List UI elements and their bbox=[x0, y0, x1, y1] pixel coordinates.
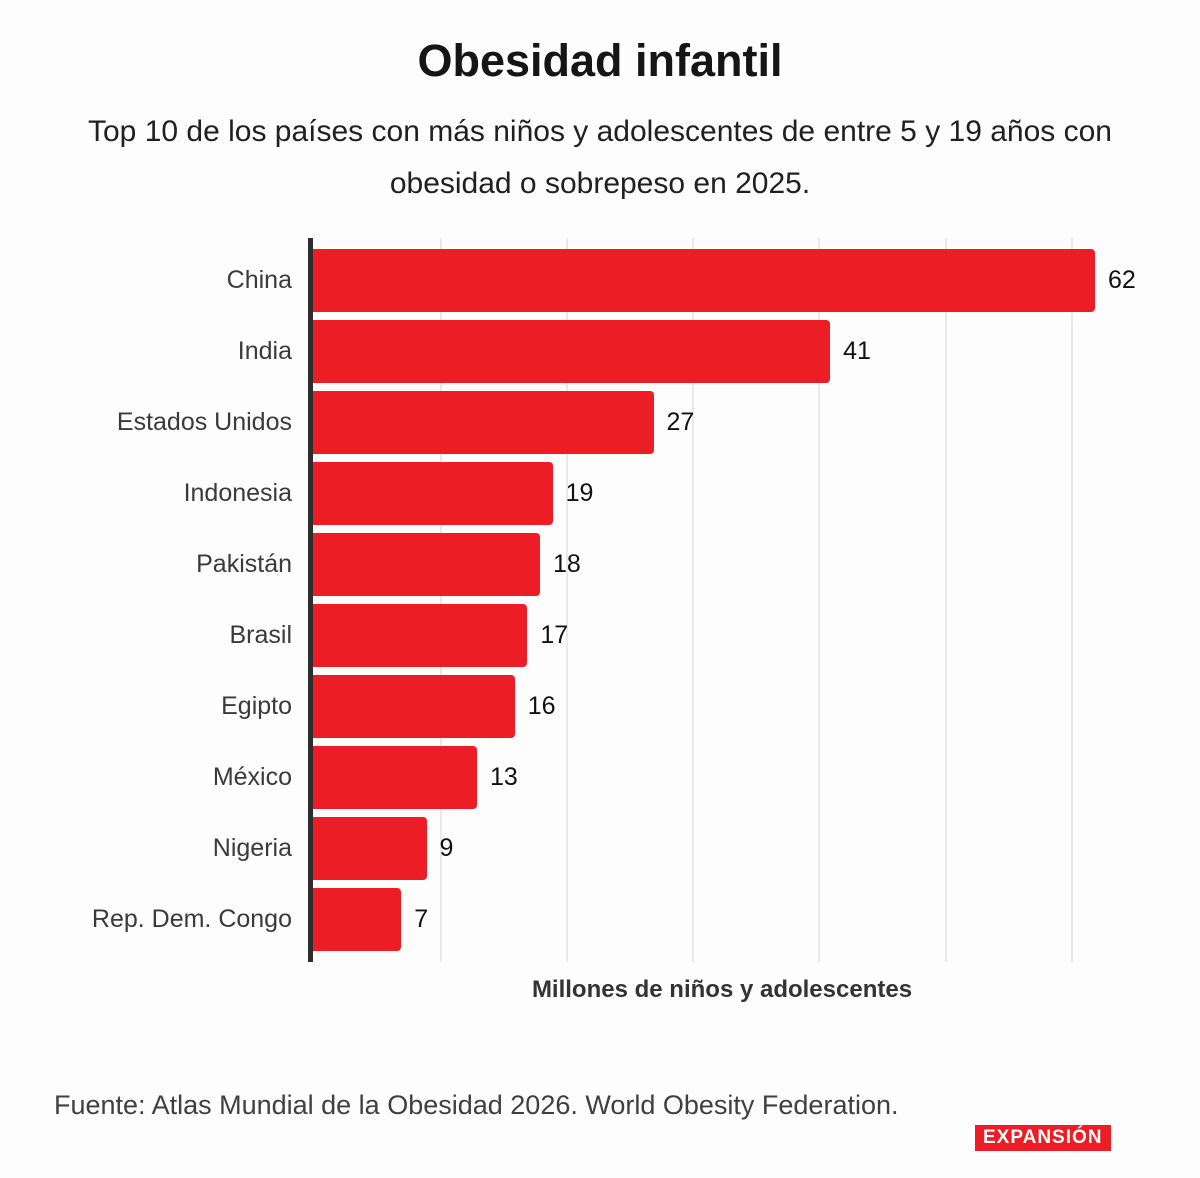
gridline bbox=[692, 238, 695, 962]
bar-row: Pakistán 18 bbox=[0, 529, 1200, 600]
bar bbox=[313, 249, 1095, 312]
gridline bbox=[566, 238, 569, 962]
chart-subtitle: Top 10 de los países con más niños y ado… bbox=[88, 115, 1112, 200]
bar bbox=[313, 817, 427, 880]
bar bbox=[313, 391, 654, 454]
category-label: Brasil bbox=[229, 621, 292, 649]
bar bbox=[313, 888, 402, 951]
bar-row: México 13 bbox=[0, 742, 1200, 813]
bar-row: Nigeria 9 bbox=[0, 813, 1200, 884]
category-label: México bbox=[212, 763, 292, 791]
y-axis-line bbox=[308, 238, 313, 962]
page-title: Obesidad infantil bbox=[417, 35, 783, 86]
value-label: 19 bbox=[565, 479, 594, 507]
value-label: 13 bbox=[489, 763, 518, 791]
value-label: 17 bbox=[540, 621, 569, 649]
category-label: China bbox=[226, 266, 292, 294]
gridline bbox=[944, 238, 947, 962]
bar-row: Egipto 16 bbox=[0, 671, 1200, 742]
bar-row: China 62 bbox=[0, 245, 1200, 316]
value-label: 41 bbox=[843, 337, 871, 365]
bar-chart: China 62 India 41 Estados Unidos 27 Indonesia 1… bbox=[0, 238, 1200, 962]
bar-row: Estados Unidos 27 bbox=[0, 387, 1200, 458]
category-label: Nigeria bbox=[212, 834, 292, 862]
gridline bbox=[1070, 238, 1073, 962]
bar bbox=[313, 533, 541, 596]
bar-row: Brasil 17 bbox=[0, 600, 1200, 671]
bar bbox=[313, 320, 831, 383]
gridline bbox=[440, 238, 443, 962]
category-label: India bbox=[237, 337, 292, 365]
x-axis-label: Millones de niños y adolescentes bbox=[531, 976, 913, 1003]
category-label: Egipto bbox=[221, 692, 292, 720]
bar-row: India 41 bbox=[0, 316, 1200, 387]
category-label: Pakistán bbox=[196, 550, 292, 578]
bar bbox=[313, 746, 477, 809]
bar bbox=[313, 604, 528, 667]
value-label: 7 bbox=[414, 905, 429, 933]
value-label: 27 bbox=[666, 408, 695, 436]
value-label: 18 bbox=[553, 550, 581, 578]
value-label: 9 bbox=[439, 834, 454, 862]
bar bbox=[313, 675, 515, 738]
category-label: Indonesia bbox=[183, 479, 292, 507]
value-label: 16 bbox=[527, 692, 556, 720]
gridline bbox=[818, 238, 821, 962]
source-note: Fuente: Atlas Mundial de la Obesidad 202… bbox=[54, 1090, 899, 1120]
bar-row: Rep. Dem. Congo 7 bbox=[0, 884, 1200, 955]
bar-rows-container: China 62 India 41 Estados Unidos 27 Indonesia 1… bbox=[0, 238, 1200, 955]
category-label: Estados Unidos bbox=[116, 408, 292, 436]
bar bbox=[313, 462, 553, 525]
bar-row: Indonesia 19 bbox=[0, 458, 1200, 529]
value-label: 62 bbox=[1107, 266, 1136, 294]
brand-logo: EXPANSIÓN bbox=[975, 1125, 1111, 1151]
category-label: Rep. Dem. Congo bbox=[91, 905, 292, 933]
